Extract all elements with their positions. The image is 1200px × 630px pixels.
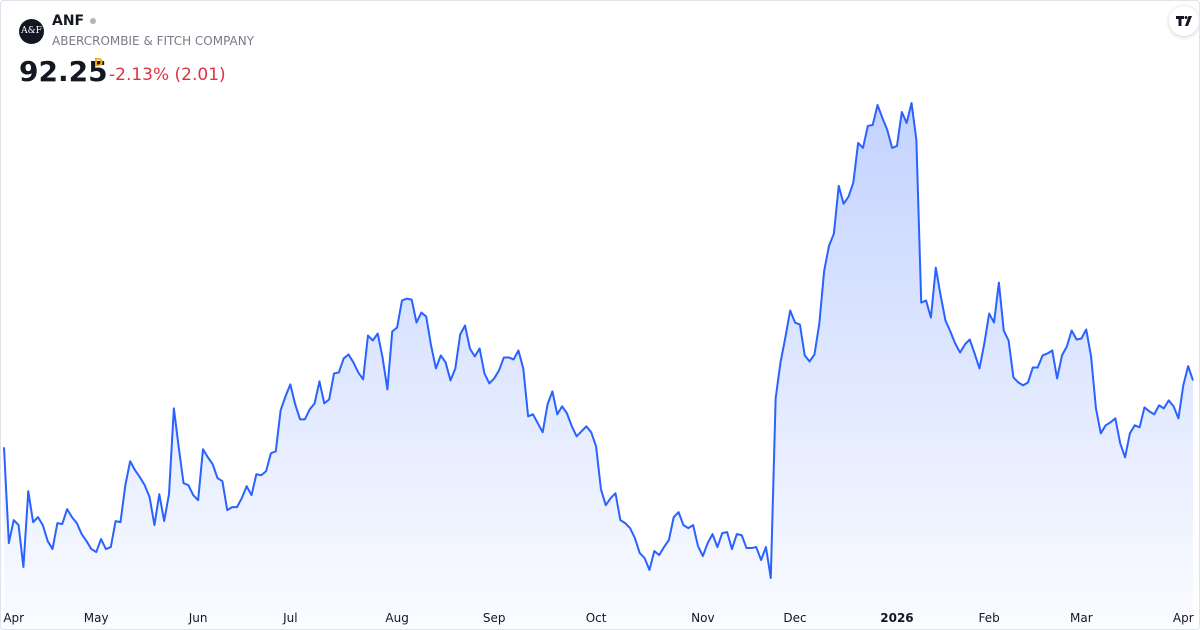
symbol[interactable]: ANF <box>52 13 97 29</box>
status-dot <box>90 18 97 24</box>
area-fill <box>4 103 1193 629</box>
x-tick-label: Aug <box>385 611 408 625</box>
x-tick-label: Apr <box>1173 611 1194 625</box>
price-line <box>3 102 1194 579</box>
x-tick-label: Oct <box>586 611 607 625</box>
x-tick-label: Dec <box>783 611 806 625</box>
x-tick-label: Feb <box>979 611 1000 625</box>
x-tick-label: May <box>84 611 109 625</box>
brand-icon <box>1176 16 1192 26</box>
x-tick-label: Jun <box>188 611 208 625</box>
x-tick-label: Sep <box>483 611 506 625</box>
x-tick-label: Nov <box>691 611 714 625</box>
logo: A&F <box>19 19 44 44</box>
symbol-text[interactable]: ANF <box>52 13 85 29</box>
last-price: 92.25 <box>19 55 108 88</box>
company-name: ABERCROMBIE & FITCH COMPANY <box>52 34 255 48</box>
x-tick-label: 2026 <box>880 611 913 625</box>
brand-logo[interactable] <box>1169 6 1199 36</box>
interval: D <box>94 56 104 69</box>
x-tick-label: Mar <box>1070 611 1093 625</box>
price-change: -2.13% (2.01) <box>109 65 226 85</box>
x-tick-label: Jul <box>282 611 297 625</box>
x-tick-label: Apr <box>3 611 24 625</box>
